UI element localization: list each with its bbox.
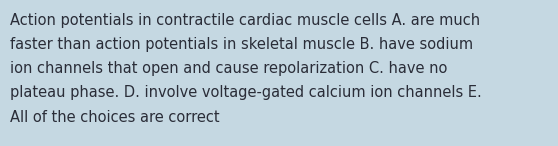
Text: ion channels that open and cause repolarization C. have no: ion channels that open and cause repolar… <box>10 61 448 76</box>
Text: faster than action potentials in skeletal muscle B. have sodium: faster than action potentials in skeleta… <box>10 37 473 52</box>
Text: Action potentials in contractile cardiac muscle cells A. are much: Action potentials in contractile cardiac… <box>10 13 480 28</box>
Text: All of the choices are correct: All of the choices are correct <box>10 110 220 125</box>
Text: plateau phase. D. involve voltage-gated calcium ion channels E.: plateau phase. D. involve voltage-gated … <box>10 85 482 100</box>
